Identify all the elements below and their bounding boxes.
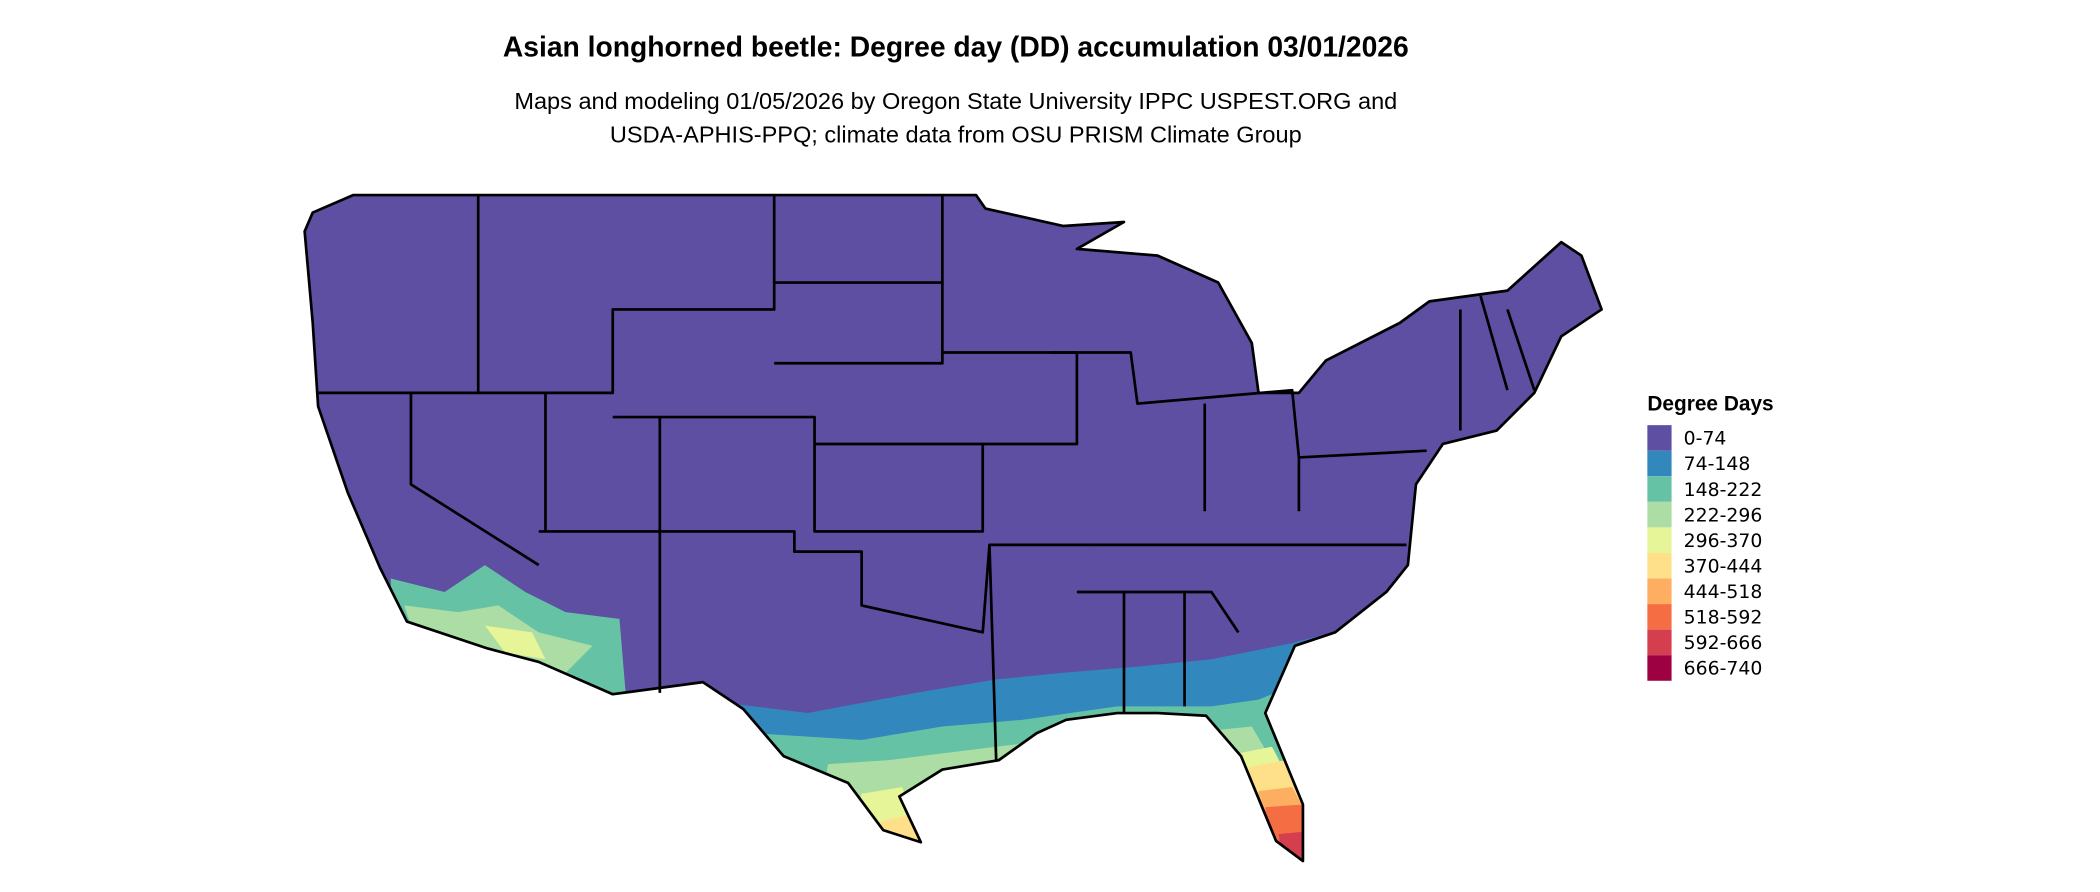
region-518-592: [1265, 804, 1346, 862]
legend-swatch: [1647, 578, 1672, 605]
map-subtitle-line-2: USDA-APHIS-PPQ; climate data from OSU PR…: [610, 122, 1302, 148]
legend-swatch: [1647, 425, 1672, 451]
legend-title: Degree Days: [1647, 392, 1773, 415]
legend-label: 518-592: [1684, 608, 1763, 629]
legend: Degree Days 0-74 74-148 148-222 222-296 296-…: [1647, 392, 1774, 681]
legend-label: 444-518: [1684, 582, 1763, 603]
legend-label: 148-222: [1684, 480, 1763, 501]
legend-label: 592-666: [1684, 633, 1763, 654]
legend-label: 222-296: [1684, 505, 1763, 526]
conus-map: [303, 193, 1603, 863]
legend-swatch: [1647, 450, 1672, 477]
legend-swatch: [1647, 476, 1672, 502]
legend-swatch: [1647, 604, 1672, 630]
map-title: Asian longhorned beetle: Degree day (DD)…: [503, 31, 1409, 63]
region-592-666: [1278, 831, 1346, 862]
legend-label: 370-444: [1684, 556, 1763, 577]
legend-label: 296-370: [1684, 531, 1763, 552]
legend-swatch: [1647, 629, 1672, 656]
legend-label: 74-148: [1684, 454, 1751, 475]
legend-swatch: [1647, 501, 1672, 528]
legend-swatch: [1647, 552, 1672, 579]
legend-swatch: [1647, 655, 1672, 681]
state-borders: [318, 195, 1536, 761]
legend-label: 0-74: [1684, 429, 1727, 450]
map-subtitle-line-1: Maps and modeling 01/05/2026 by Oregon S…: [514, 88, 1397, 114]
region-sw-296-370: [484, 625, 546, 660]
legend-swatch: [1647, 527, 1672, 553]
legend-label: 666-740: [1684, 659, 1763, 680]
